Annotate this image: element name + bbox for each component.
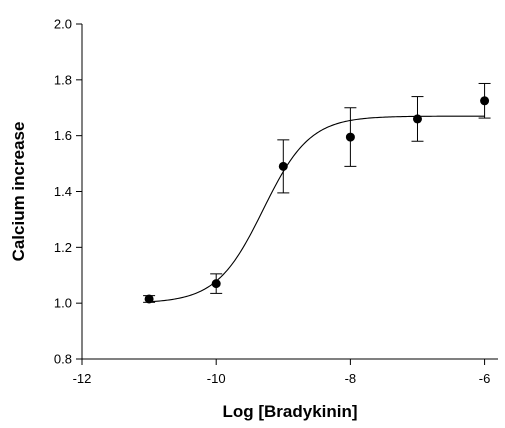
y-tick-label: 1.8 [54, 72, 72, 87]
fit-curve [149, 115, 485, 303]
y-axis-title: Calcium increase [9, 122, 28, 262]
x-tick-label: -8 [345, 371, 357, 386]
data-point [412, 114, 422, 124]
y-tick-label: 0.8 [54, 352, 72, 367]
fit-curve-group [149, 115, 485, 303]
data-point [144, 294, 154, 304]
y-tick-label: 2.0 [54, 17, 72, 32]
x-tick-label: -6 [479, 371, 491, 386]
axes [81, 24, 498, 360]
tick-labels: 0.8 1.0 1.2 1.4 1.6 1.8 2.0 -12 -10 -8 -6 [54, 17, 490, 387]
data-point [278, 161, 288, 171]
data-point [211, 279, 221, 289]
data-point [480, 96, 490, 106]
data-point [345, 132, 355, 142]
y-tick-label: 1.0 [54, 296, 72, 311]
tick-marks [76, 23, 486, 365]
y-tick-label: 1.6 [54, 128, 72, 143]
y-tick-label: 1.4 [54, 184, 72, 199]
data-points [144, 96, 490, 304]
x-tick-label: -10 [207, 371, 226, 386]
x-tick-label: -12 [73, 371, 92, 386]
x-axis-title: Log [Bradykinin] [222, 402, 357, 421]
y-tick-label: 1.2 [54, 240, 72, 255]
